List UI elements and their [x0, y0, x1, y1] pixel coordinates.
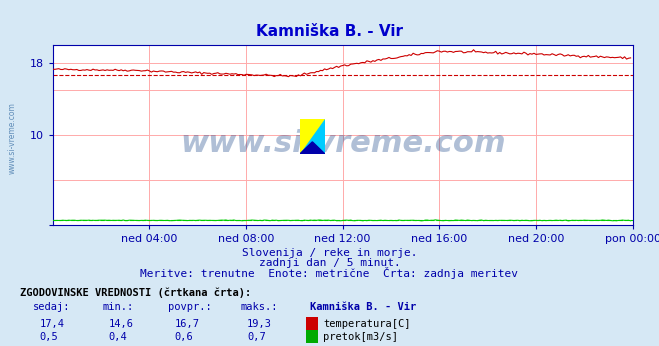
Text: min.:: min.: [102, 302, 133, 312]
Text: zadnji dan / 5 minut.: zadnji dan / 5 minut. [258, 258, 401, 268]
Text: sedaj:: sedaj: [33, 302, 71, 312]
Polygon shape [300, 142, 325, 154]
Text: povpr.:: povpr.: [168, 302, 212, 312]
Text: Kamniška B. - Vir: Kamniška B. - Vir [256, 24, 403, 39]
Text: 17,4: 17,4 [40, 319, 65, 328]
Text: 0,6: 0,6 [175, 332, 193, 342]
Text: 0,5: 0,5 [40, 332, 58, 342]
Text: Meritve: trenutne  Enote: metrične  Črta: zadnja meritev: Meritve: trenutne Enote: metrične Črta: … [140, 267, 519, 279]
Text: 19,3: 19,3 [247, 319, 272, 328]
Text: maks.:: maks.: [241, 302, 278, 312]
Text: 0,7: 0,7 [247, 332, 266, 342]
Text: 14,6: 14,6 [109, 319, 134, 328]
Text: 16,7: 16,7 [175, 319, 200, 328]
Text: ZGODOVINSKE VREDNOSTI (črtkana črta):: ZGODOVINSKE VREDNOSTI (črtkana črta): [20, 287, 251, 298]
Text: temperatura[C]: temperatura[C] [323, 319, 411, 328]
Text: pretok[m3/s]: pretok[m3/s] [323, 332, 398, 342]
Text: 0,4: 0,4 [109, 332, 127, 342]
Text: Slovenija / reke in morje.: Slovenija / reke in morje. [242, 248, 417, 257]
Polygon shape [300, 119, 325, 154]
Text: www.si-vreme.com: www.si-vreme.com [180, 129, 505, 158]
Polygon shape [300, 119, 325, 154]
Text: www.si-vreme.com: www.si-vreme.com [8, 102, 17, 174]
Text: Kamniška B. - Vir: Kamniška B. - Vir [310, 302, 416, 312]
